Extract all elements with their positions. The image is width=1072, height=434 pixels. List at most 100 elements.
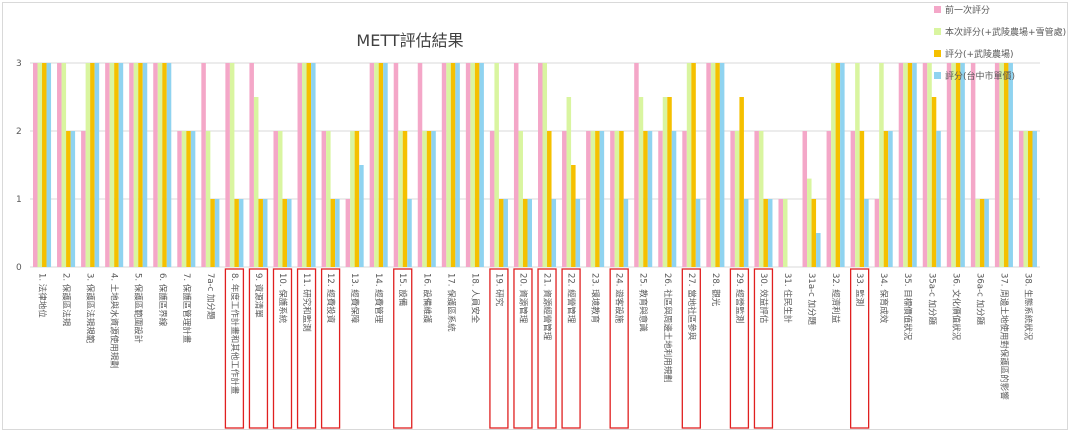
bar [46, 63, 52, 267]
bar [778, 199, 783, 267]
legend-swatch [934, 50, 941, 57]
bar [326, 131, 331, 267]
bar [542, 63, 548, 267]
x-tick-label: 32. 經濟利益 [830, 273, 841, 324]
bar [321, 131, 327, 267]
x-tick-label: 38. 生態系統狀況 [1022, 273, 1033, 341]
bar [70, 131, 76, 267]
x-tick-label: 28. 觀光 [710, 273, 721, 307]
bar [739, 97, 744, 267]
x-tick-label: 7. 保護區管理計畫 [181, 273, 192, 344]
bar [1008, 63, 1013, 267]
x-tick-label: 12. 經費投資 [325, 273, 336, 323]
bar [417, 63, 423, 267]
x-tick-label: 9. 資源清單 [253, 273, 264, 318]
bar [359, 165, 364, 267]
legend-swatch [934, 6, 941, 13]
bar [335, 199, 340, 267]
bar [431, 131, 436, 267]
legend-label: 前一次評分 [945, 4, 990, 16]
bar [402, 131, 408, 267]
x-tick-label: 15. 設備 [397, 273, 408, 307]
bar [249, 63, 254, 267]
bar [610, 131, 615, 267]
x-tick-label: 26. 社區與周邊土地利用規劃 [662, 273, 673, 383]
bar [927, 63, 932, 267]
bar [566, 97, 572, 267]
bar [999, 63, 1004, 267]
bar [979, 199, 985, 267]
bar [114, 63, 119, 267]
bar [984, 199, 989, 267]
bar [455, 63, 460, 267]
bar [166, 63, 172, 267]
bar [816, 233, 821, 267]
bar [225, 63, 230, 267]
legend-label: 本次評分(+武陵農場+雪管處) [945, 26, 1066, 38]
bar [903, 63, 908, 267]
bar [129, 63, 134, 267]
bar [575, 199, 581, 267]
bar [378, 63, 384, 267]
bar [253, 97, 259, 267]
bar [1023, 131, 1028, 267]
y-tick-label: 1 [16, 195, 22, 205]
bar [710, 63, 716, 267]
bar [590, 131, 596, 267]
bar [599, 131, 605, 267]
x-tick-label: 17. 保護區系統 [445, 273, 456, 332]
bar [811, 199, 817, 267]
bar [287, 199, 292, 267]
bar [81, 131, 86, 267]
bar [695, 199, 701, 267]
bar [214, 199, 220, 267]
bar [883, 131, 889, 267]
bar [754, 131, 759, 267]
bar [177, 131, 182, 267]
bar [142, 63, 148, 267]
highlight-box [393, 268, 413, 429]
bar [162, 63, 167, 267]
x-tick-label: 36. 文化價值狀況 [950, 273, 961, 341]
bar [922, 63, 928, 267]
bar [470, 63, 475, 267]
bar [186, 131, 191, 267]
bar [398, 131, 403, 267]
bar [345, 199, 351, 267]
x-tick-label: 36a-c 加分題 [974, 273, 985, 325]
bar [66, 131, 71, 267]
bar [551, 199, 557, 267]
bar [658, 131, 663, 267]
bar [282, 199, 288, 267]
bar [686, 63, 692, 267]
bar [807, 178, 812, 267]
gridlines [30, 62, 1040, 268]
bar [730, 131, 735, 267]
bar [595, 131, 600, 267]
bar [153, 63, 158, 267]
bar [931, 97, 937, 267]
x-tick-label: 35a-c 加分題 [926, 273, 937, 325]
bar [850, 131, 856, 267]
bar [1027, 131, 1033, 267]
bar [302, 63, 307, 267]
bar [157, 63, 163, 267]
x-tick-label: 3. 保護區法規規範 [85, 273, 96, 344]
bar [138, 63, 143, 267]
bar [671, 131, 677, 267]
bar [719, 63, 725, 267]
highlight-box [753, 268, 774, 429]
bar [513, 63, 519, 267]
highlight-box [609, 268, 629, 429]
bar [441, 63, 447, 267]
x-tick-label: 37. 周邊土地使用對保護區的影響 [998, 273, 1009, 400]
bar [831, 63, 836, 267]
bar [951, 63, 956, 267]
x-tick-label: 16. 設備維護 [421, 273, 432, 324]
x-tick-label: 10. 保護系統 [277, 273, 288, 324]
bar [643, 131, 648, 267]
bar [907, 63, 913, 267]
bar [374, 63, 379, 267]
